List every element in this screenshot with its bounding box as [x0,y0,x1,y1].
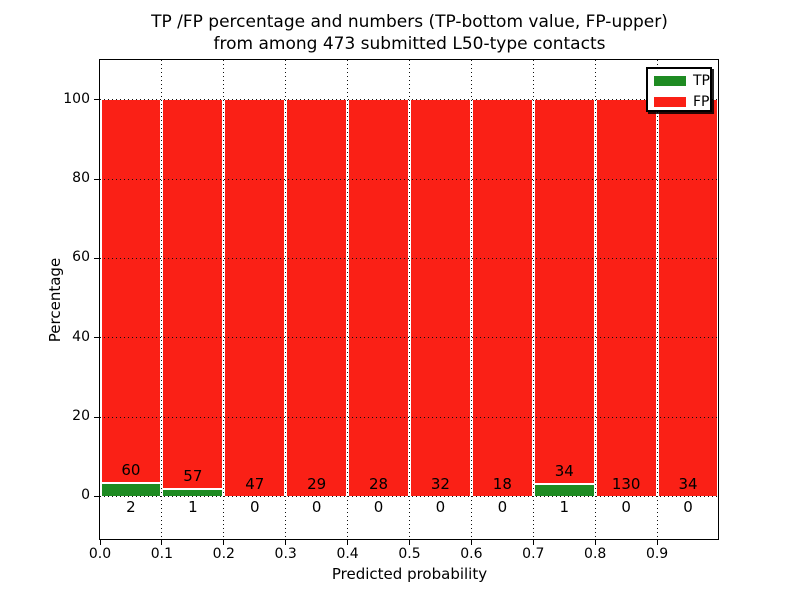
bar-segment-fp [349,99,408,497]
y-axis-label: Percentage [46,257,64,343]
bar-count-fp-label: 18 [492,475,512,494]
bar-segment-fp [163,99,223,488]
y-tick-label: 100 [63,90,90,107]
bar-segment-fp [472,99,532,497]
gridline-horizontal [100,257,719,259]
bar-count-fp-label: 34 [554,462,574,481]
legend-fp-label: FP [693,93,710,110]
gridline-vertical [347,60,349,540]
bar-segment-fp [658,99,718,497]
bar-count-fp-label: 130 [611,475,641,494]
bar-segment-tp [101,483,161,497]
legend-item-tp: TP [648,71,710,90]
bar-count-tp-label: 2 [126,498,136,517]
x-tick-label: 0.8 [584,546,607,562]
legend-item-fp: FP [648,92,710,111]
x-tick-label: 0.6 [460,546,483,562]
gridline-vertical [532,60,534,540]
bar-count-tp-label: 0 [683,498,693,517]
x-tick-label: 0.1 [150,546,174,562]
y-tick-label: 0 [81,487,90,504]
gridline-vertical [470,60,472,540]
bar-segment-tp [534,485,594,497]
bar-count-tp-label: 1 [559,498,570,517]
gridline-vertical [409,60,410,540]
x-tick-label: 0.2 [212,546,235,562]
x-tick-mark [285,540,287,545]
y-tick-label: 20 [72,408,90,425]
x-tick-label: 0.4 [336,546,359,562]
bar-segment-fp [101,99,161,482]
x-tick-mark [347,540,349,545]
y-tick-mark [94,257,100,259]
legend-fp-swatch-icon [654,96,686,107]
legend: TP FP [646,67,712,112]
x-tick-mark [223,540,225,545]
bar-count-fp-label: 34 [678,475,698,494]
x-tick-mark [161,540,163,545]
y-tick-label: 80 [72,170,90,186]
bar-count-tp-label: 0 [373,498,384,517]
chart-title-line1: TP /FP percentage and numbers (TP-bottom… [151,12,668,32]
y-tick-mark [94,99,100,101]
bar-count-tp-label: 0 [435,498,446,517]
chart-title-line2: from among 473 submitted L50-type contac… [213,34,606,54]
y-tick-mark [94,495,100,497]
bar-count-tp-label: 0 [249,498,260,517]
y-tick-mark [94,178,100,180]
x-tick-label: 0.9 [645,546,669,562]
bar-count-fp-label: 28 [368,475,389,494]
x-tick-label: 0.0 [88,546,112,562]
x-axis-label: Predicted probability [331,565,488,583]
legend-tp-label: TP [693,72,710,89]
gridline-vertical [223,60,225,540]
x-tick-mark [470,540,472,545]
y-tick-label: 40 [72,328,90,345]
bar-segment-fp [225,99,285,497]
x-tick-mark [594,540,596,545]
x-tick-mark [656,540,658,545]
x-tick-label: 0.7 [522,546,545,562]
bar-count-fp-label: 29 [307,475,327,494]
gridline-horizontal [100,178,719,180]
y-tick-label: 60 [72,249,90,266]
bar-count-fp-label: 47 [245,475,265,494]
bar-count-tp-label: 0 [311,498,322,517]
chart-title: TP /FP percentage and numbers (TP-bottom… [100,11,719,55]
gridline-vertical [161,60,163,540]
gridline-vertical [656,60,658,540]
y-tick-mark [94,416,100,418]
bar-count-tp-label: 0 [497,498,508,517]
bar-count-fp-label: 32 [430,475,450,494]
gridline-vertical [594,60,596,540]
legend-tp-swatch-icon [654,75,686,86]
x-tick-mark [99,540,101,545]
bar-segment-fp [287,99,347,497]
bar-count-fp-label: 60 [121,460,141,479]
bar-count-tp-label: 0 [621,498,631,517]
x-tick-label: 0.3 [274,546,297,562]
gridline-horizontal [100,416,719,418]
gridline-vertical [285,60,287,540]
gridline-horizontal [100,337,719,339]
x-tick-label: 0.5 [398,546,421,562]
x-tick-mark [409,540,410,545]
bar-segment-fp [534,99,594,484]
bar-segment-fp [596,99,656,497]
x-tick-mark [532,540,534,545]
bar-segment-fp [411,99,470,497]
bar-count-fp-label: 57 [183,466,203,485]
gridline-horizontal [100,495,719,497]
y-tick-mark [94,337,100,339]
bar-segment-tp [163,489,223,497]
gridline-horizontal [100,99,719,101]
bar-count-tp-label: 1 [188,498,198,517]
